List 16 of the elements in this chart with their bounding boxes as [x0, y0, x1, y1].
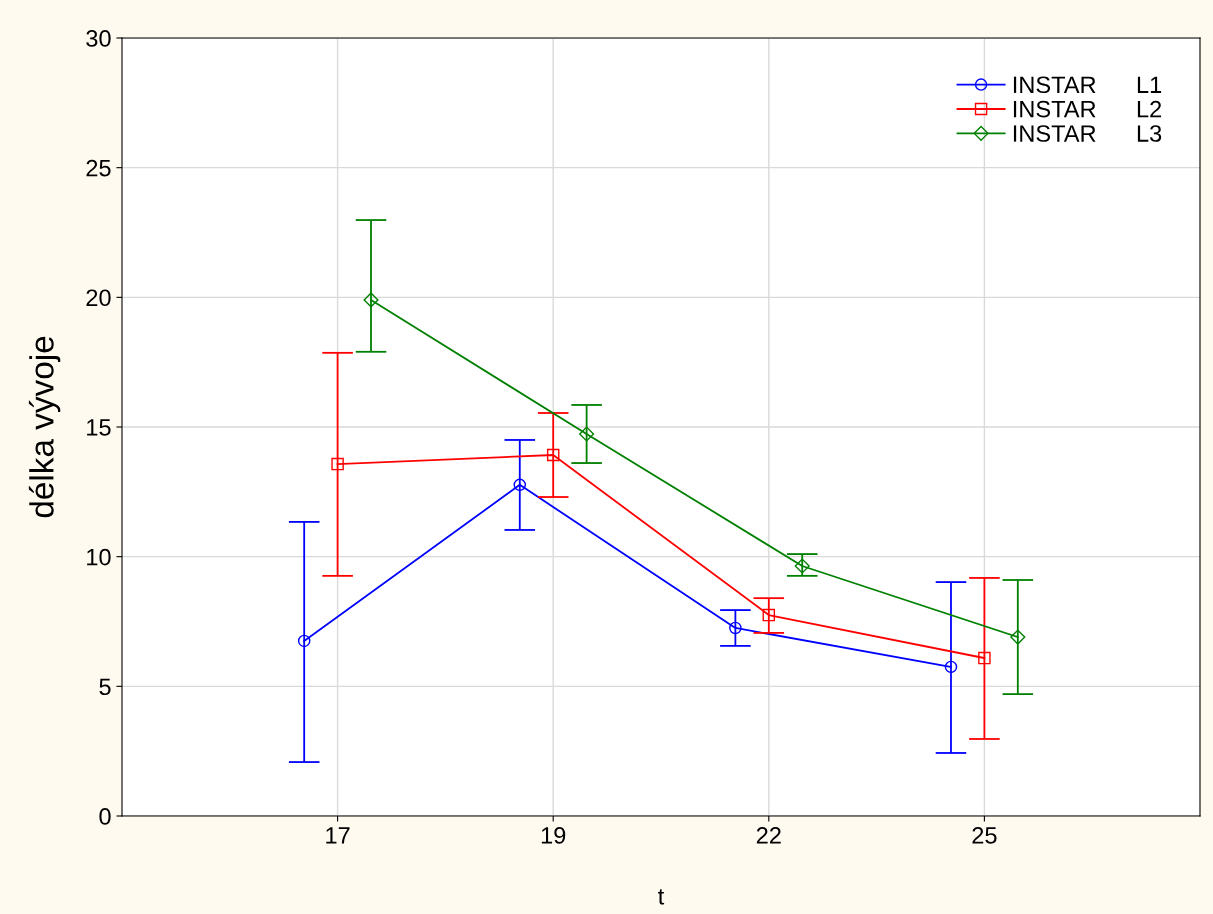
x-tick-label: 19 — [541, 827, 566, 844]
y-axis-title: délka vývoje — [28, 336, 61, 518]
y-tick-label: 30 — [86, 30, 111, 47]
legend-label: INSTAR L1 — [1013, 76, 1162, 94]
y-tick-label: 20 — [86, 289, 111, 307]
legend-label: INSTAR L3 — [1013, 125, 1162, 142]
y-tick-label: 0 — [99, 808, 111, 825]
x-tick-label: 17 — [326, 827, 350, 844]
x-tick-label: 25 — [972, 827, 997, 844]
y-tick-label: 25 — [86, 159, 111, 177]
x-axis-title: t — [658, 889, 665, 905]
y-tick-label: 10 — [87, 548, 111, 566]
x-tick-label: 22 — [756, 827, 781, 844]
y-tick-label: 5 — [99, 678, 111, 696]
y-tick-label: 15 — [87, 419, 111, 436]
legend-label: INSTAR L2 — [1013, 100, 1162, 118]
